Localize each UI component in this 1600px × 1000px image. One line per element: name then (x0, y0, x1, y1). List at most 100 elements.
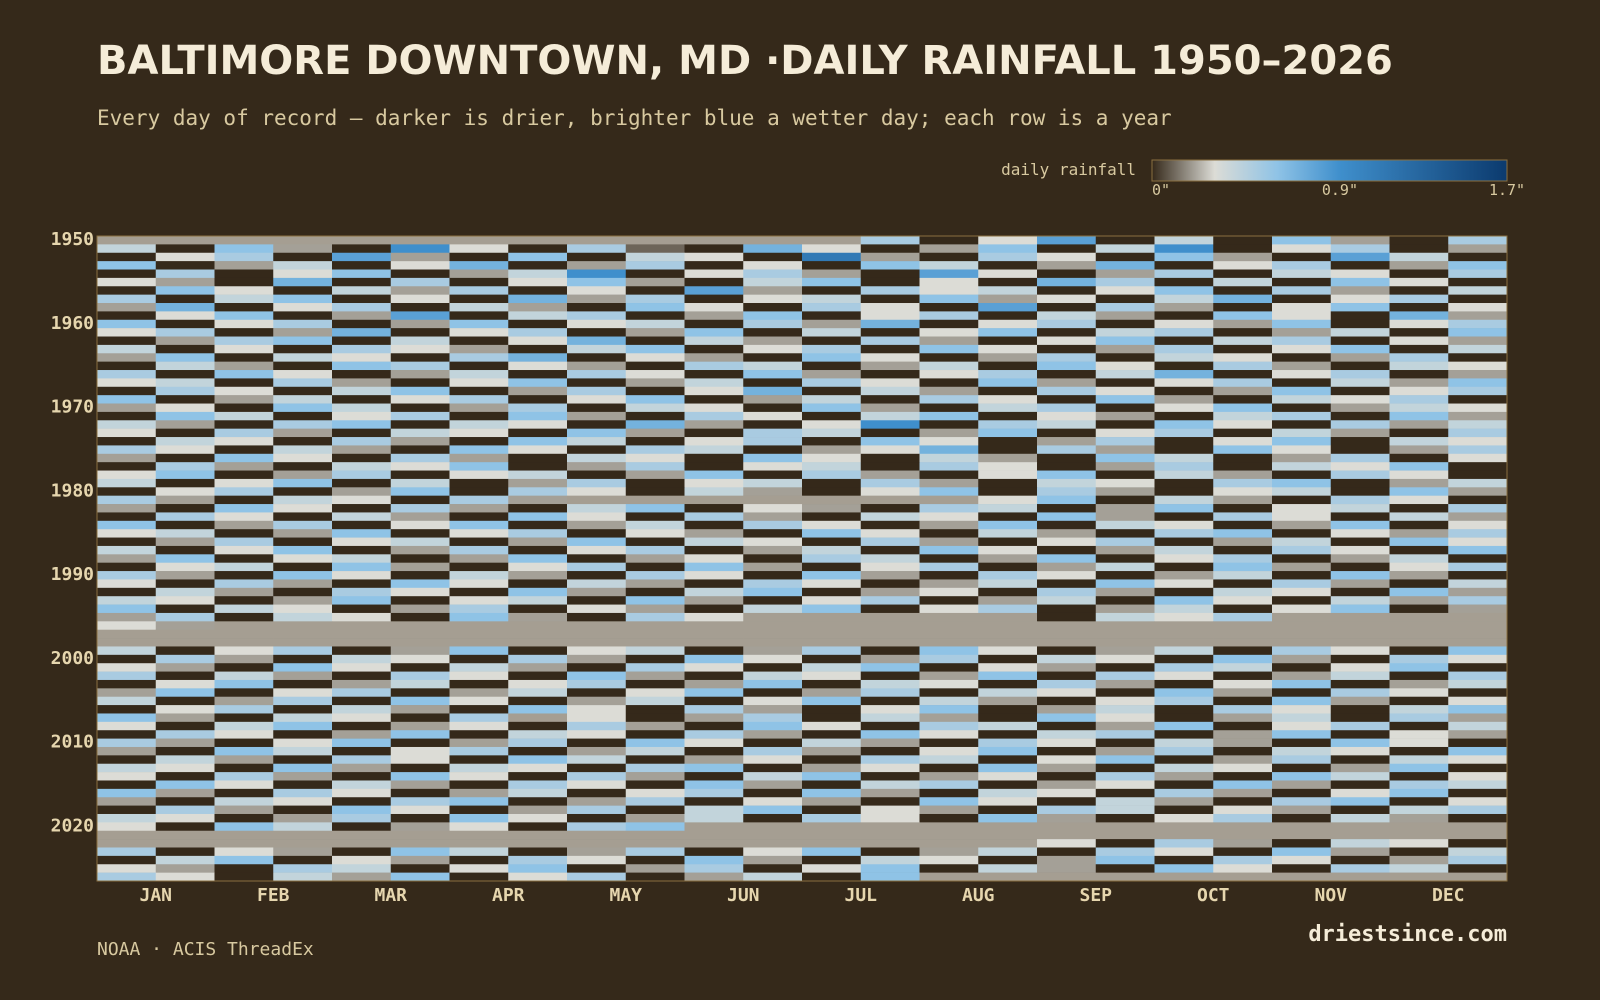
cell (1330, 721, 1390, 731)
cell (919, 437, 979, 446)
cell (97, 688, 157, 698)
cell (508, 411, 568, 421)
cell (1095, 830, 1155, 840)
cell (1448, 495, 1508, 505)
cell (508, 537, 568, 547)
cell (625, 520, 685, 530)
cell (1389, 604, 1449, 614)
cell (802, 696, 862, 706)
cell (1037, 445, 1097, 455)
cell (1448, 813, 1508, 823)
cell (332, 445, 392, 455)
cell (155, 813, 215, 823)
cell (508, 269, 568, 279)
cell (978, 252, 1038, 262)
cell (743, 420, 803, 429)
cell (1213, 269, 1273, 279)
cell (1095, 772, 1155, 781)
cell (390, 303, 450, 312)
cell (802, 261, 862, 270)
cell (155, 638, 215, 647)
cell (1448, 562, 1508, 572)
cell (1389, 269, 1449, 279)
cell (1448, 537, 1508, 547)
cell (684, 244, 744, 254)
cell (567, 763, 627, 773)
cell (567, 696, 627, 706)
cell (567, 839, 627, 848)
cell (390, 579, 450, 589)
cell (978, 663, 1038, 672)
cell (273, 252, 333, 262)
cell (860, 277, 920, 287)
cell (1095, 847, 1155, 857)
cell (802, 311, 862, 321)
cell (1095, 361, 1155, 371)
cell (860, 428, 920, 438)
cell (214, 319, 274, 329)
cell (449, 554, 509, 563)
cell (1095, 244, 1155, 254)
cell (273, 554, 333, 563)
cell (684, 839, 744, 848)
cell (860, 252, 920, 262)
cell (978, 487, 1038, 496)
cell (155, 663, 215, 672)
cell (1448, 529, 1508, 538)
cell (978, 236, 1038, 245)
cell (390, 772, 450, 781)
cell (625, 319, 685, 329)
cell (978, 261, 1038, 270)
cell (332, 269, 392, 279)
cell (625, 537, 685, 547)
cell (273, 864, 333, 873)
cell (743, 596, 803, 605)
cell (508, 587, 568, 597)
cell (802, 344, 862, 354)
cell (625, 763, 685, 773)
cell (684, 487, 744, 496)
cell (332, 839, 392, 848)
cell (1389, 872, 1449, 882)
cell (214, 344, 274, 354)
cell (155, 244, 215, 254)
cell (860, 437, 920, 446)
cell (684, 730, 744, 739)
cell (802, 236, 862, 245)
cell (1213, 344, 1273, 354)
cell (273, 478, 333, 488)
cell (860, 353, 920, 362)
cell (684, 571, 744, 580)
cell (802, 805, 862, 815)
cell (449, 537, 509, 547)
cell (1389, 646, 1449, 656)
cell (567, 453, 627, 463)
cell (567, 705, 627, 714)
cell (860, 813, 920, 823)
cell (1330, 688, 1390, 698)
cell (1213, 554, 1273, 563)
cell (155, 252, 215, 262)
cell (625, 286, 685, 295)
cell (1154, 646, 1214, 656)
cell (97, 679, 157, 689)
cell (1037, 462, 1097, 471)
cell (273, 453, 333, 463)
cell (1213, 504, 1273, 513)
cell (567, 746, 627, 756)
cell (214, 361, 274, 371)
cell (1213, 780, 1273, 790)
cell (860, 654, 920, 664)
cell (1095, 839, 1155, 848)
cell (1095, 805, 1155, 815)
cell (1154, 679, 1214, 689)
cell (919, 478, 979, 488)
cell (390, 462, 450, 471)
cell (508, 813, 568, 823)
cell (155, 445, 215, 455)
cell (978, 470, 1038, 480)
cell (684, 428, 744, 438)
x-tick-label: JUL (844, 885, 877, 906)
cell (860, 772, 920, 781)
cell (1272, 663, 1332, 672)
